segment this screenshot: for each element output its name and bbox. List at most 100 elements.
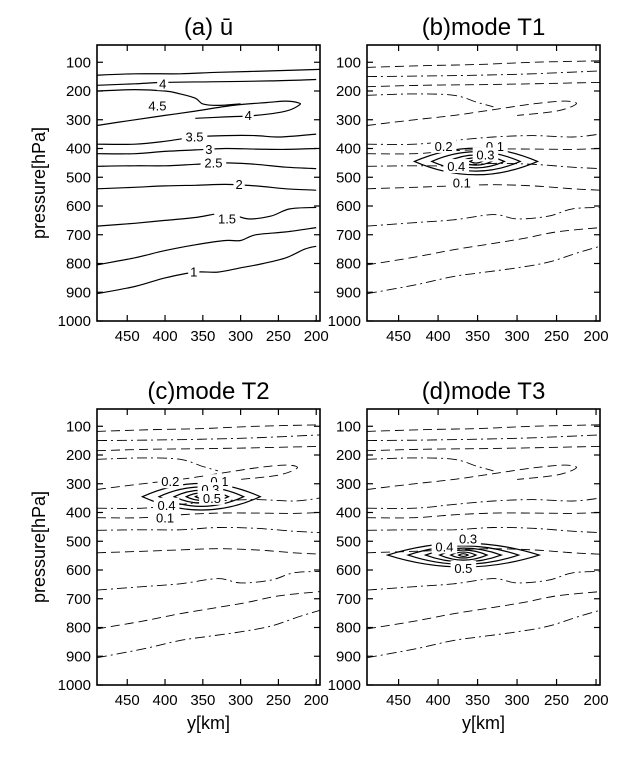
background-contour-line (367, 424, 600, 432)
panel-title: (c)mode T2 (147, 378, 269, 405)
x-tick-label: 350 (190, 328, 215, 345)
contour-line (97, 206, 317, 227)
y-tick-label: 700 (336, 227, 361, 244)
y-tick-label: 800 (66, 256, 91, 273)
x-tick-label: 200 (584, 328, 609, 345)
background-contour-line (367, 81, 600, 88)
x-tick-label: 200 (584, 692, 609, 709)
background-contour-line (367, 464, 577, 490)
contour-label: 0.4 (435, 539, 453, 554)
y-tick-label: 500 (66, 533, 91, 550)
contour-label-bg (181, 129, 208, 144)
x-tick-label: 250 (544, 328, 569, 345)
y-tick-label: 400 (66, 141, 91, 158)
contour-label: 0.3 (476, 148, 494, 163)
x-tick-label: 450 (386, 692, 411, 709)
y-tick-label: 500 (336, 169, 361, 186)
background-contour-line (367, 206, 600, 227)
contour-layer (367, 60, 600, 295)
plot-frame (96, 44, 321, 322)
contour-line (97, 227, 317, 266)
y-tick-label: 800 (66, 620, 91, 637)
x-tick-label: 300 (228, 328, 253, 345)
contour-label-bg (455, 531, 481, 546)
contour-label-bg (450, 561, 477, 575)
y-tick-label: 100 (336, 54, 361, 71)
contour-label-bg (443, 159, 470, 174)
x-tick-label: 450 (115, 692, 140, 709)
background-contour-line (367, 445, 600, 452)
background-contour-line (97, 570, 320, 591)
plot-frame (96, 408, 321, 686)
contour-label: 2.5 (204, 155, 222, 170)
contour-label: 3.5 (185, 129, 203, 144)
x-tick-label: 400 (426, 692, 451, 709)
y-tick-label: 800 (336, 620, 361, 637)
x-tick-label: 450 (115, 328, 140, 345)
contour-line (97, 68, 320, 76)
contour-label-bg (188, 264, 200, 279)
y-tick-label: 500 (66, 169, 91, 186)
y-tick-label: 1000 (58, 313, 91, 330)
y-tick-label: 100 (66, 418, 91, 435)
y-tick-label: 300 (336, 476, 361, 493)
contour-label-bg (144, 98, 171, 113)
background-contour-line (367, 245, 600, 295)
y-tick-label: 300 (66, 112, 91, 129)
x-axis-label: y[km] (187, 713, 230, 733)
x-tick-label: 250 (266, 692, 291, 709)
x-tick-label: 350 (465, 328, 490, 345)
ring-contour (172, 489, 230, 504)
x-tick-label: 200 (304, 692, 329, 709)
background-contour-line (97, 591, 320, 630)
panel-a: (a) ū 4 4.5 4 3.532.5 2 1.5 1 450 400 350 300 250 200… (29, 14, 329, 345)
y-tick-label: 600 (336, 198, 361, 215)
y-tick-label: 400 (336, 141, 361, 158)
y-tick-label: 600 (66, 198, 91, 215)
contour-label-bg (472, 147, 499, 162)
contour-label: 4.5 (148, 99, 166, 114)
y-tick-label: 400 (336, 505, 361, 522)
contour-label: 3 (205, 142, 212, 157)
contour-layer (97, 424, 320, 659)
y-tick-label: 700 (336, 591, 361, 608)
ring-contour (457, 553, 470, 558)
y-tick-label: 200 (66, 83, 91, 100)
background-contour-line (367, 162, 600, 170)
contour-label: 0.1 (453, 175, 471, 190)
contour-label: 4 (159, 76, 166, 91)
plot-frame (366, 44, 601, 322)
y-tick-label: 300 (66, 476, 91, 493)
y-tick-label: 900 (66, 284, 91, 301)
background-contour-line (367, 93, 494, 108)
contour-label: 0.2 (161, 474, 179, 489)
contour-label: 4 (245, 108, 252, 123)
y-tick-label: 200 (336, 83, 361, 100)
x-tick-label: 350 (465, 692, 490, 709)
contour-label-bg (200, 155, 227, 170)
background-contour-line (367, 591, 600, 630)
contour-label: 0.4 (447, 159, 465, 174)
background-contour-line (367, 100, 577, 126)
x-tick-label: 300 (228, 692, 253, 709)
contour-label-bg (214, 211, 240, 226)
x-tick-label: 250 (266, 328, 291, 345)
background-contour-line (97, 445, 320, 452)
x-tick-label: 400 (426, 328, 451, 345)
x-tick-label: 450 (386, 328, 411, 345)
contour-line (97, 100, 301, 127)
contour-label-bg (203, 141, 215, 156)
contour-label: 0.5 (454, 561, 472, 576)
panel-title: (a) ū (184, 14, 233, 41)
background-contour-line (367, 60, 600, 68)
y-tick-label: 700 (66, 227, 91, 244)
background-contour-line (97, 434, 320, 442)
plot-frame (366, 408, 601, 686)
contour-label-bg (431, 539, 458, 554)
background-contour-line (367, 609, 600, 659)
background-contour-line (367, 70, 600, 78)
contour-layer (97, 68, 320, 295)
contour-label: 2 (235, 177, 242, 192)
